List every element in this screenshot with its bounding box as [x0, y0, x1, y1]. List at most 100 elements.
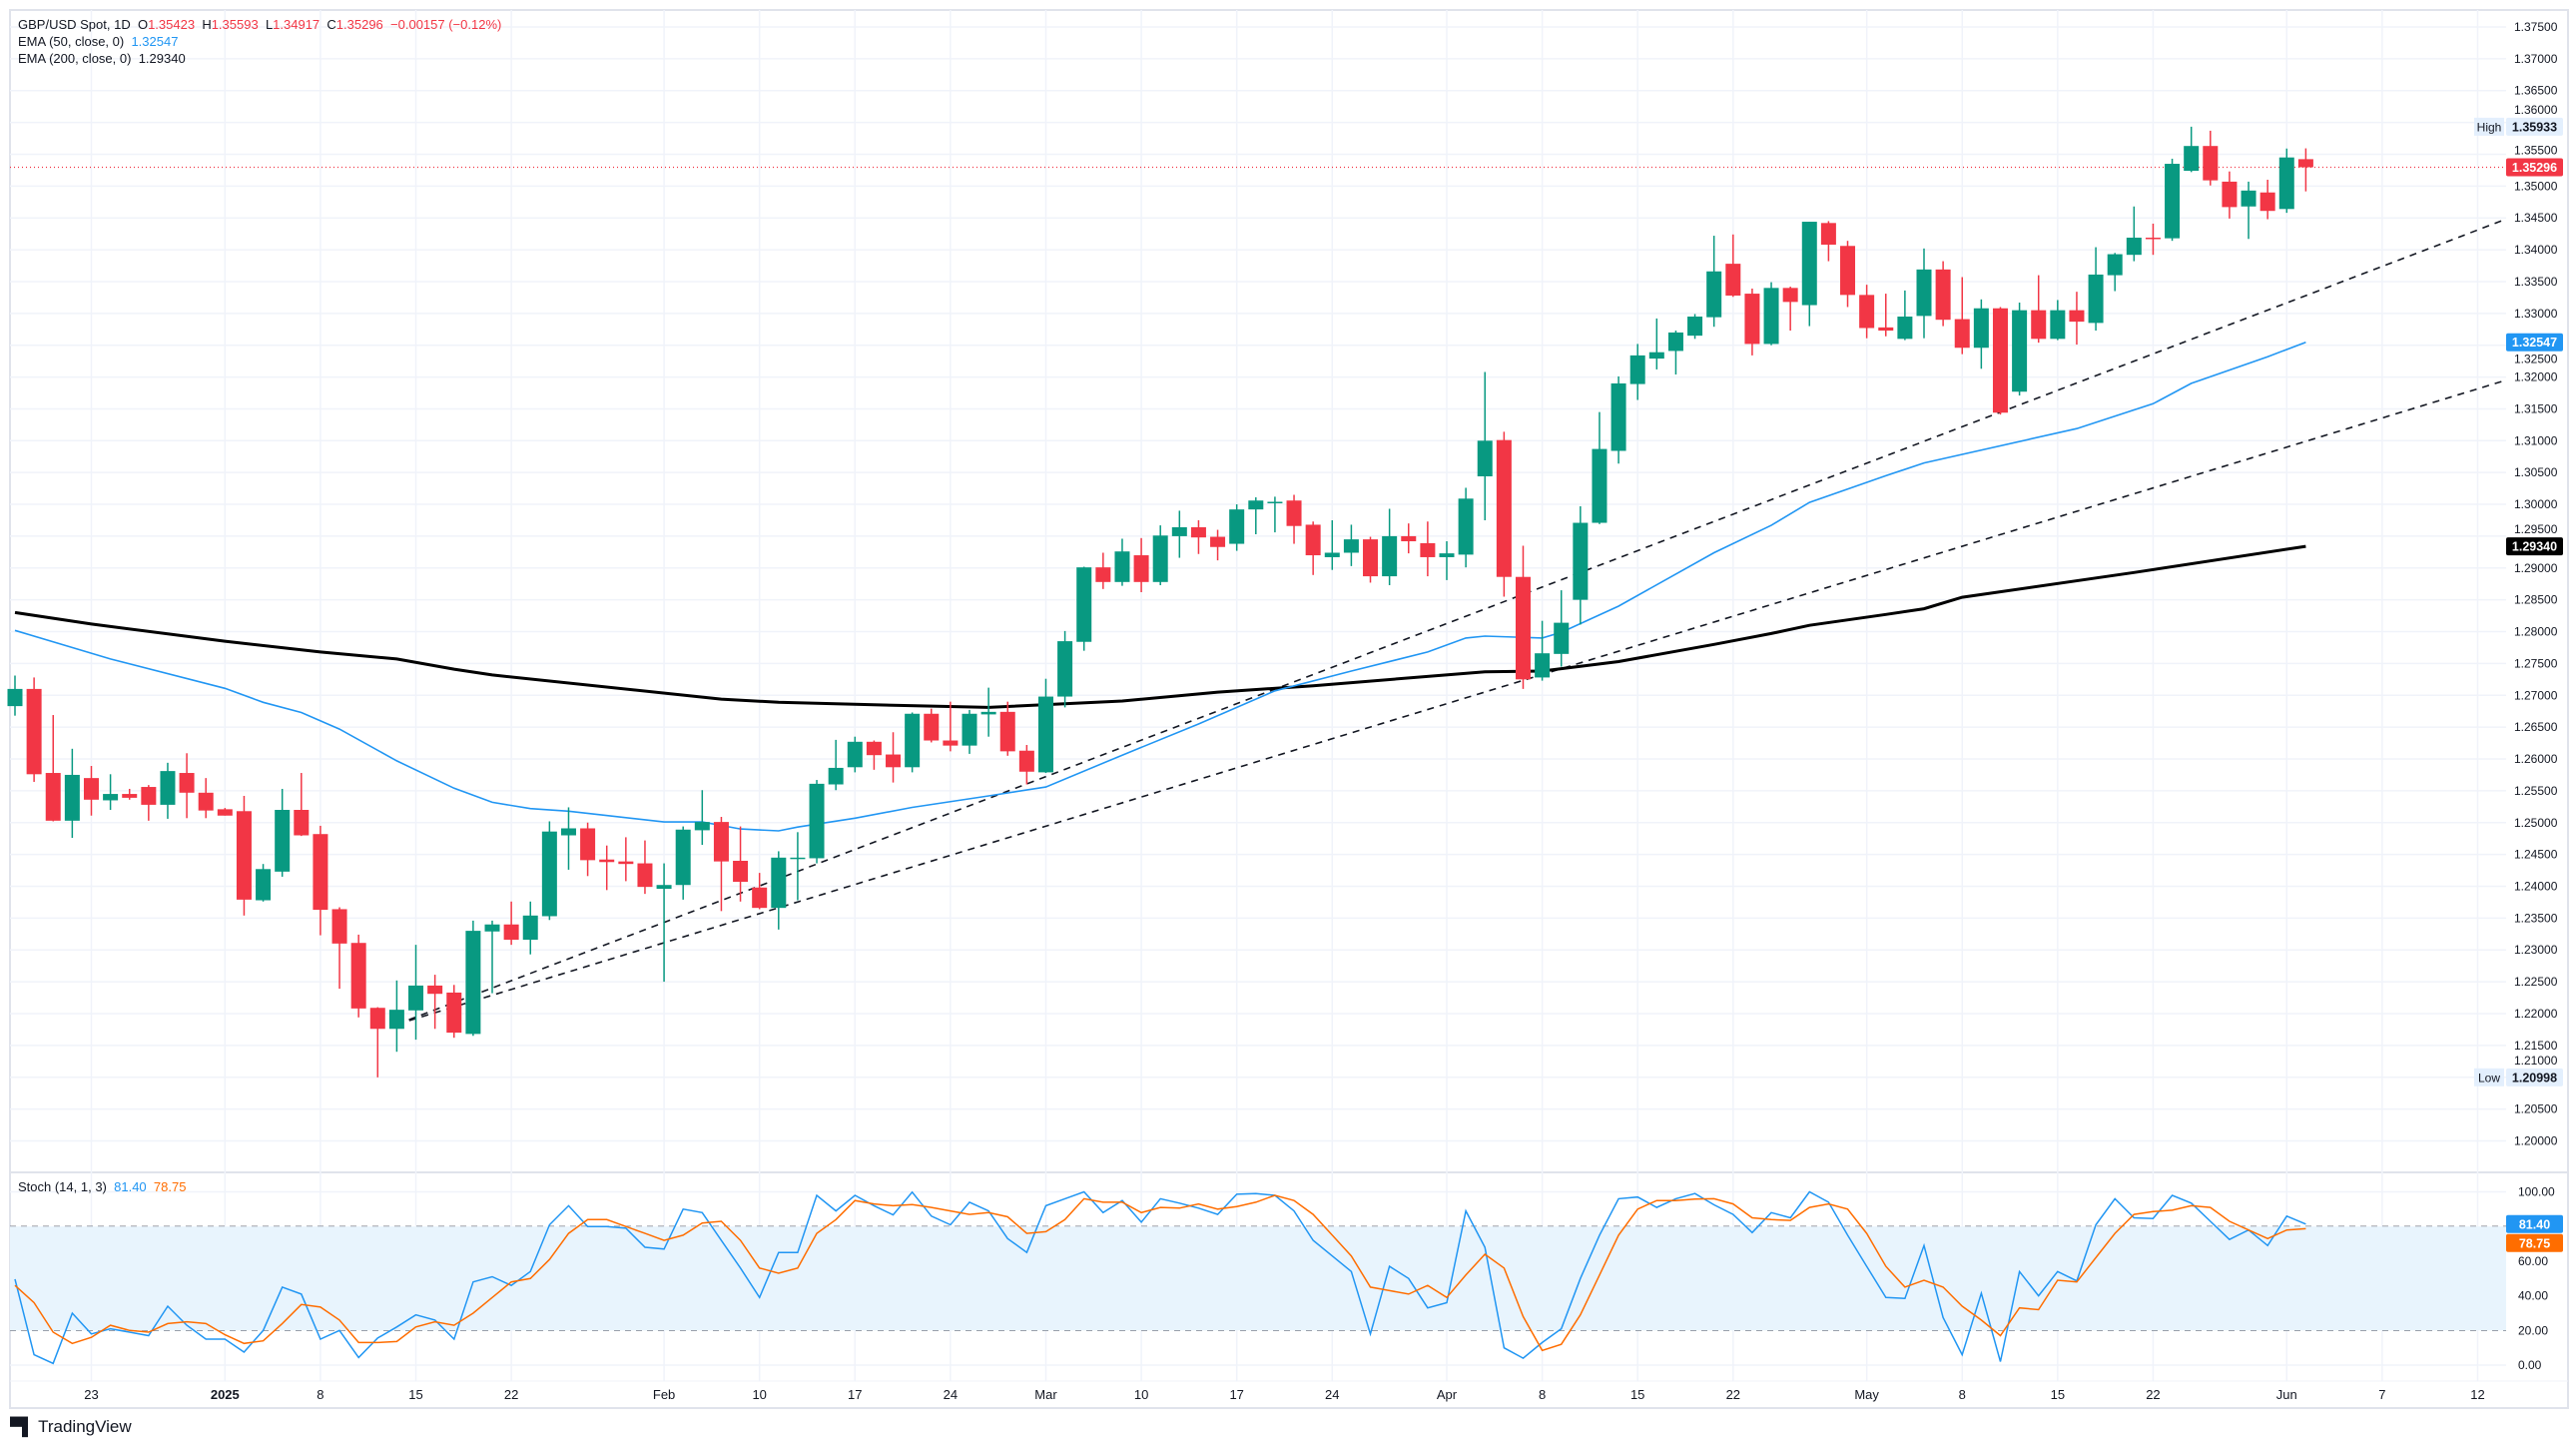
price-tick-label: 1.21500	[2514, 1039, 2558, 1053]
candle	[1095, 552, 1111, 589]
candle-body	[1897, 317, 1913, 340]
candle	[256, 864, 272, 902]
tradingview-logo[interactable]: ▀▌ TradingView	[10, 1417, 132, 1437]
legend-stoch[interactable]: Stoch (14, 1, 3) 81.40 78.75	[18, 1178, 186, 1195]
price-tick-label: 1.36000	[2514, 103, 2558, 117]
candle	[1171, 510, 1187, 558]
tradingview-logo-text: TradingView	[38, 1417, 132, 1436]
candle-body	[275, 810, 291, 872]
candle-body	[809, 783, 825, 859]
candle-body	[733, 860, 749, 883]
candle	[1935, 261, 1951, 327]
candle	[26, 677, 42, 782]
candle-body	[408, 985, 424, 1011]
candle	[694, 790, 710, 846]
candle-body	[1573, 522, 1589, 600]
low-label: L	[265, 17, 274, 32]
candle-body	[1782, 288, 1798, 303]
candle	[1554, 590, 1570, 667]
time-tick-label: 12	[2470, 1387, 2484, 1402]
stoch-tick-label: 60.00	[2518, 1254, 2548, 1268]
price-tick-label: 1.20500	[2514, 1102, 2558, 1116]
time-tick-label: 15	[1630, 1387, 1644, 1402]
candle	[713, 817, 729, 912]
ema200-line	[14, 544, 2306, 709]
axis-tags: 1.35933 High 1.20998 Low 1.35296 1.32547 1.293…	[2474, 117, 2563, 1252]
symbol-title[interactable]: GBP/USD Spot, 1D	[18, 17, 131, 32]
candle-body	[1878, 327, 1894, 332]
candle-body	[1324, 552, 1340, 557]
candle	[522, 901, 538, 955]
candle-body	[331, 909, 347, 944]
candle	[1667, 331, 1683, 375]
candle-body	[256, 869, 272, 901]
candle	[2088, 247, 2104, 332]
close-value: 1.35296	[335, 17, 383, 32]
candle	[2278, 148, 2294, 214]
candle-body	[1687, 317, 1703, 337]
candle	[1878, 294, 1894, 337]
time-tick-label: 10	[1134, 1387, 1148, 1402]
tradingview-logo-icon: ▀▌	[10, 1417, 35, 1436]
candle-body	[2278, 157, 2294, 210]
candle	[1535, 620, 1551, 681]
candle	[160, 762, 176, 819]
trendlines[interactable]	[396, 218, 2507, 1026]
ema200-tag: 1.29340	[2506, 537, 2563, 556]
candle	[2126, 206, 2142, 262]
trendline[interactable]	[396, 218, 2507, 1026]
price-tick-label: 1.22500	[2514, 975, 2558, 989]
ema-lines	[10, 166, 2506, 832]
time-tick-label: 22	[1726, 1387, 1740, 1402]
candle	[446, 985, 462, 1039]
candle-body	[2050, 310, 2066, 340]
trendline[interactable]	[396, 378, 2507, 1026]
candle	[943, 701, 959, 752]
candle-body	[1706, 271, 1722, 318]
legend-ema200[interactable]: EMA (200, close, 0) 1.29340	[18, 50, 186, 67]
candle-body	[1763, 288, 1779, 345]
time-tick-label: May	[1854, 1387, 1879, 1402]
chart-frame	[9, 9, 2569, 1409]
time-tick-label: Jun	[2276, 1387, 2297, 1402]
candle-body	[771, 857, 787, 909]
candle	[2050, 300, 2066, 341]
candle-body	[2107, 254, 2123, 276]
candle-body	[1190, 526, 1206, 538]
candle-body	[618, 861, 634, 865]
candle	[408, 945, 424, 1041]
time-tick-label: 2025	[211, 1387, 240, 1402]
candle	[1859, 285, 1875, 339]
candle	[790, 832, 806, 901]
candle-body	[599, 859, 615, 863]
candle-body	[580, 828, 596, 861]
low-tag: 1.20998	[2506, 1068, 2563, 1086]
candle-body	[943, 740, 959, 746]
low-tag-bg	[2506, 1068, 2563, 1086]
candle	[675, 826, 691, 900]
candle	[1573, 505, 1589, 625]
candle-body	[217, 809, 233, 816]
candle-body	[2012, 310, 2028, 392]
candle	[1648, 318, 1664, 369]
legend-ema50[interactable]: EMA (50, close, 0) 1.32547	[18, 33, 178, 50]
candle	[427, 975, 443, 1030]
candle-body	[2241, 190, 2256, 207]
candle-body	[103, 794, 119, 801]
ema50-tag: 1.32547	[2506, 333, 2563, 352]
candle-body	[847, 741, 863, 768]
legend-main[interactable]: GBP/USD Spot, 1D O1.35423 H1.35593 L1.34…	[18, 16, 501, 33]
candle	[752, 873, 768, 910]
candle	[1725, 234, 1741, 298]
candle-body	[560, 828, 576, 836]
open-label: O	[137, 17, 149, 32]
candle-body	[1820, 223, 1836, 245]
candle-body	[2088, 274, 2104, 324]
candle-body	[1343, 539, 1359, 553]
candle-body	[427, 985, 443, 995]
price-tick-label: 1.29500	[2514, 522, 2558, 536]
candle-body	[141, 787, 157, 805]
price-tick-label: 1.27500	[2514, 656, 2558, 670]
